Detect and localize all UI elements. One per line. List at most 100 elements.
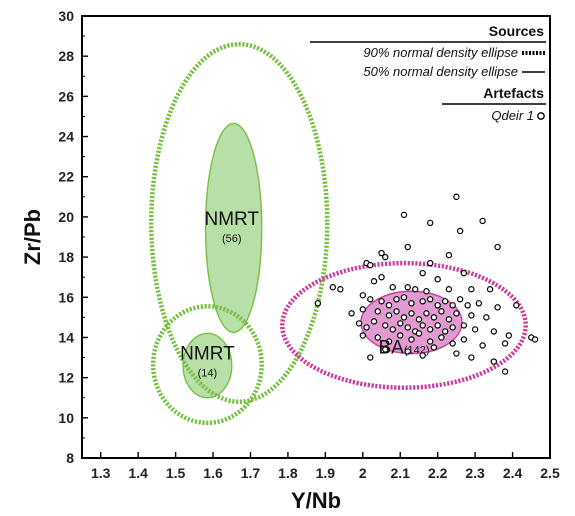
data-point: [460, 269, 468, 277]
group-label-0: NMRT: [204, 209, 259, 230]
data-point: [494, 243, 501, 251]
y-axis-title: Zr/Pb: [20, 209, 45, 265]
data-point: [479, 342, 486, 349]
legend-ellipse-90-label: 90% normal density ellipse: [363, 45, 518, 60]
x-tick-label: 1.3: [91, 465, 111, 481]
x-tick-label: 2.5: [540, 465, 560, 481]
data-point: [445, 316, 453, 323]
axes-layer: [81, 15, 551, 459]
data-point: [441, 328, 449, 335]
data-point: [490, 358, 498, 365]
legend-ellipse-50-label: 50% normal density ellipse: [363, 64, 518, 79]
data-point: [453, 350, 460, 357]
data-point: [460, 336, 468, 343]
data-point: [438, 308, 445, 315]
data-point: [404, 348, 411, 355]
data-point: [426, 219, 434, 227]
data-point: [419, 298, 426, 305]
data-point: [531, 336, 539, 343]
data-point: [329, 284, 337, 291]
data-point: [385, 312, 393, 319]
x-tick-label: 1.8: [278, 465, 298, 481]
data-point: [355, 320, 363, 327]
data-point: [449, 302, 456, 309]
data-point: [426, 296, 434, 303]
data-point: [456, 227, 464, 235]
data-point: [419, 269, 426, 277]
data-point: [453, 310, 460, 317]
data-point: [449, 324, 456, 331]
data-point: [389, 284, 396, 291]
data-point: [367, 261, 374, 269]
x-tick-label: 2.1: [391, 465, 411, 481]
data-point: [397, 332, 404, 339]
data-point: [475, 300, 483, 307]
data-point: [404, 243, 411, 251]
data-point: [400, 314, 408, 321]
data-point: [382, 322, 389, 329]
y-tick-label: 24: [58, 129, 74, 145]
ellipse-50-1: [182, 332, 233, 399]
data-point: [434, 275, 441, 283]
data-point: [486, 286, 494, 293]
legend: Sources 90% normal density ellipse 50% n…: [310, 23, 546, 123]
data-point: [430, 314, 438, 321]
ellipse-90-2: [280, 260, 528, 390]
ticks-layer: 1.3 1.4 1.5 1.6 1.7 1.8 1.9 2 2.1 2.2 2.3 2.4 2.5 8 10…: [58, 8, 560, 481]
data-point: [434, 322, 441, 329]
data-point: [359, 292, 366, 299]
data-point: [445, 251, 453, 259]
data-point: [438, 334, 445, 341]
data-point: [423, 288, 430, 295]
data-point: [415, 316, 423, 323]
x-tick-label: 2.2: [428, 465, 448, 481]
data-point: [367, 296, 374, 303]
data-point: [426, 326, 434, 333]
x-tick-label: 1.9: [316, 465, 336, 481]
data-point: [449, 340, 456, 347]
y-tick-label: 20: [58, 209, 74, 225]
data-point: [441, 298, 449, 305]
x-tick-label: 2.4: [503, 465, 523, 481]
data-point: [359, 332, 366, 339]
data-point: [415, 330, 423, 337]
group-count-1: (14): [198, 368, 218, 380]
data-point: [419, 352, 426, 359]
data-point: [374, 334, 381, 341]
data-point: [408, 310, 415, 317]
data-point: [400, 294, 408, 301]
x-tick-label: 2: [359, 465, 367, 481]
y-tick-label: 16: [58, 289, 74, 305]
data-point: [501, 368, 509, 375]
data-point: [471, 326, 479, 333]
y-tick-label: 30: [58, 8, 74, 24]
data-point: [494, 304, 501, 311]
points-layer: [314, 193, 539, 375]
data-point: [404, 324, 411, 331]
data-point: [359, 306, 366, 313]
data-point: [505, 332, 513, 339]
ellipse-90-1: [150, 304, 264, 426]
legend-artefact-label: Qdeir 1: [491, 108, 534, 123]
x-tick-label: 1.6: [203, 465, 223, 481]
data-point: [378, 298, 385, 305]
data-point: [374, 308, 381, 315]
x-tick-label: 1.5: [166, 465, 186, 481]
y-tick-label: 28: [58, 48, 74, 64]
data-point: [460, 322, 468, 329]
data-point: [348, 310, 355, 317]
data-point: [370, 318, 378, 325]
ellipse-90-0: [149, 41, 330, 404]
ellipses-layer: [149, 41, 528, 426]
data-point: [434, 302, 441, 309]
data-point: [490, 328, 498, 335]
data-point: [397, 320, 404, 327]
data-point: [453, 193, 460, 201]
data-point: [400, 211, 408, 219]
data-point: [363, 324, 370, 331]
data-point: [408, 300, 415, 307]
group-count-ba: (142): [404, 345, 430, 357]
y-tick-label: 18: [58, 249, 74, 265]
data-point: [412, 286, 419, 293]
